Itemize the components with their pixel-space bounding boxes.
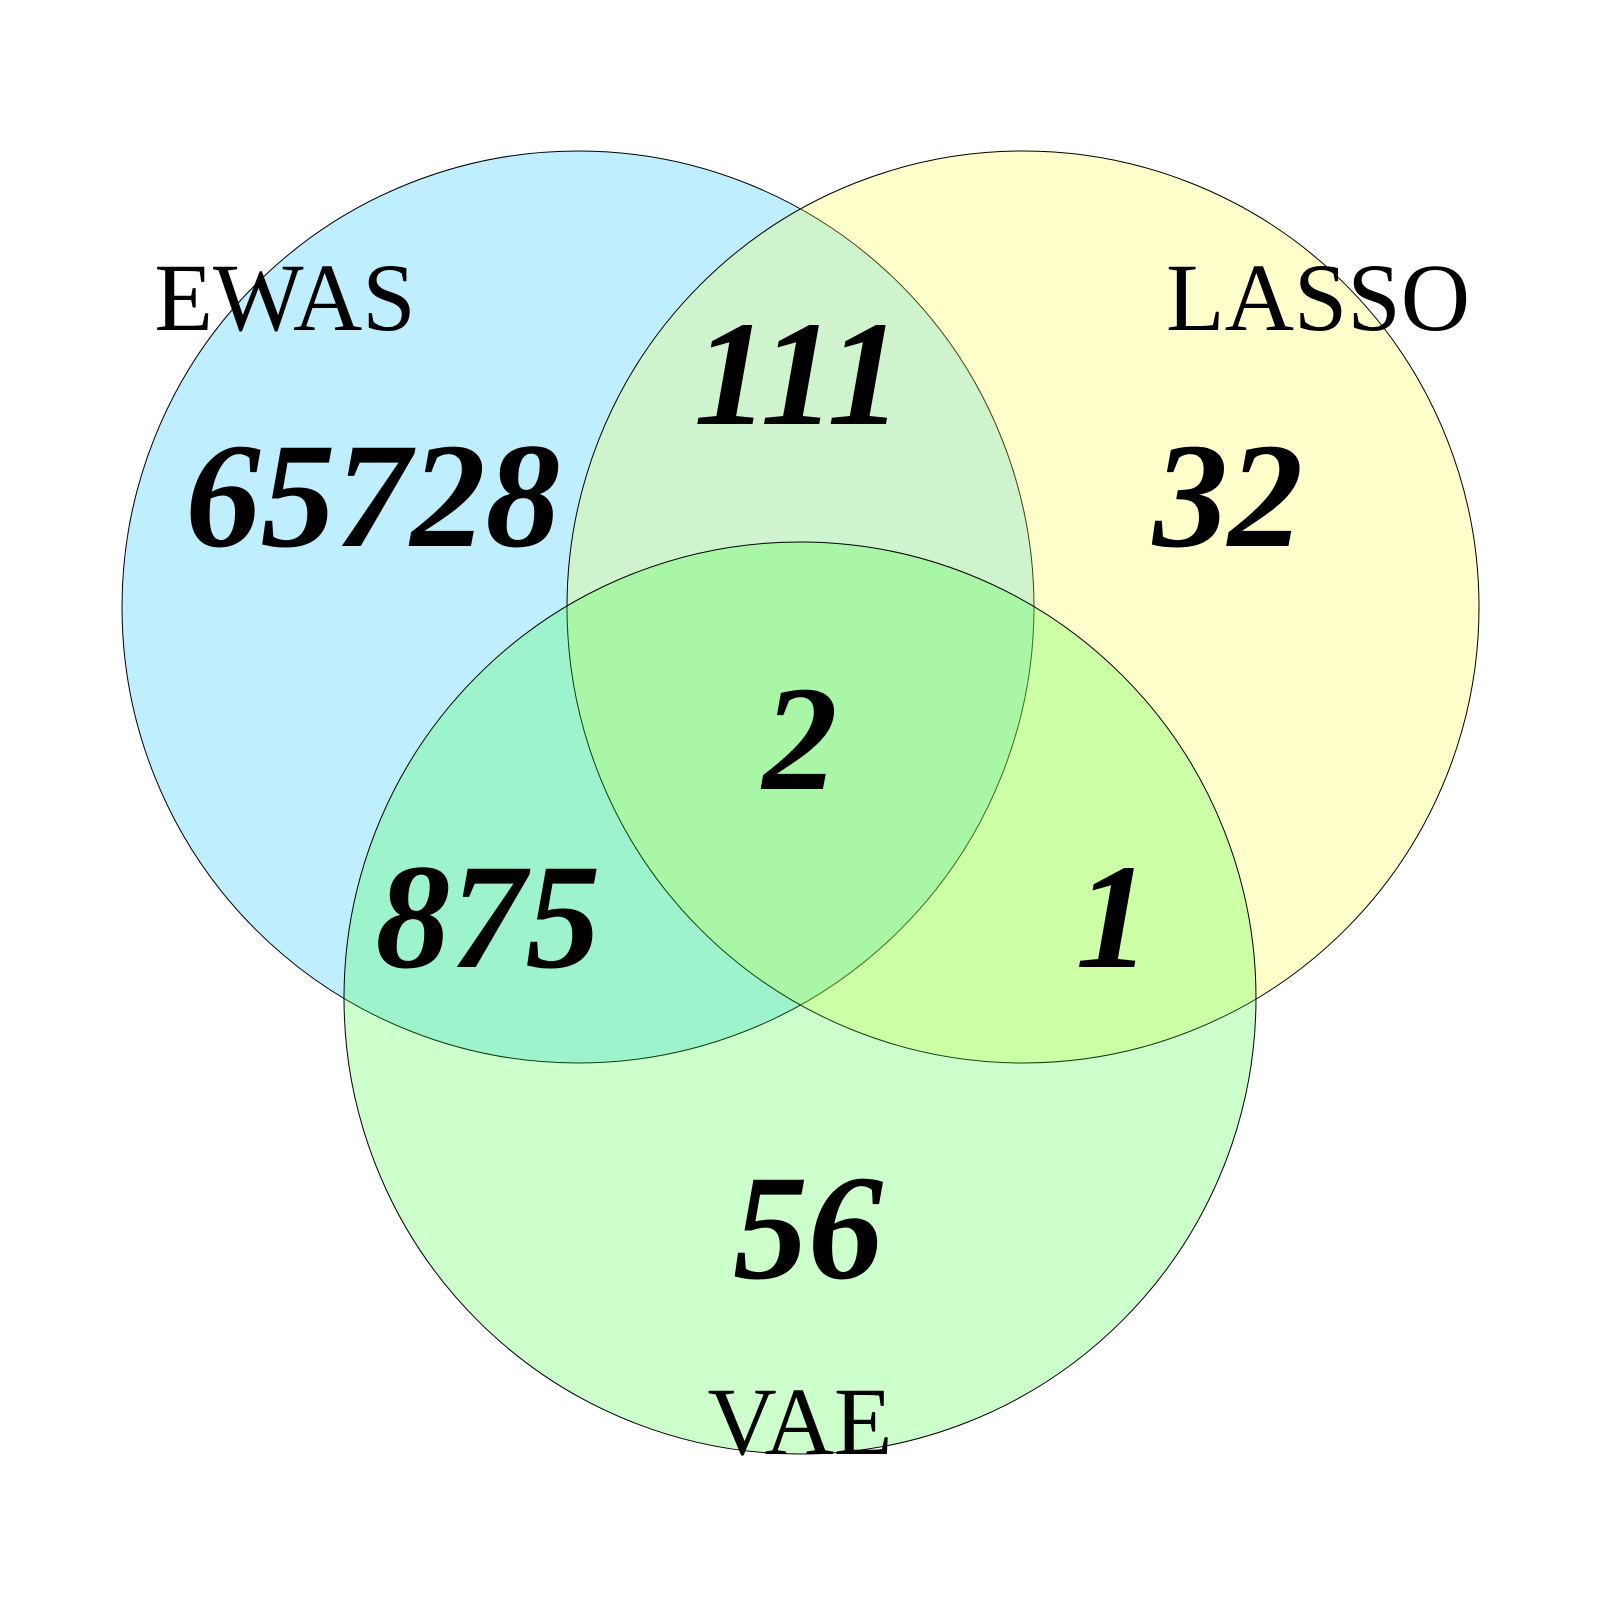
ewas-label: EWAS: [154, 244, 415, 351]
lasso-vae-count: 1: [1076, 834, 1151, 1000]
vae-label: VAE: [708, 1368, 893, 1475]
lasso-label: LASSO: [1166, 244, 1470, 351]
ewas-only-count: 65728: [186, 413, 561, 579]
lasso-only-count: 32: [1151, 413, 1303, 579]
vae-only-count: 56: [733, 1145, 883, 1311]
ewas-lasso-count: 111: [694, 291, 902, 457]
lasso-circle: [566, 150, 1480, 1064]
ewas-vae-count: 875: [376, 834, 601, 1000]
all-three-count: 2: [761, 656, 838, 822]
vae-circle: [343, 541, 1257, 1455]
